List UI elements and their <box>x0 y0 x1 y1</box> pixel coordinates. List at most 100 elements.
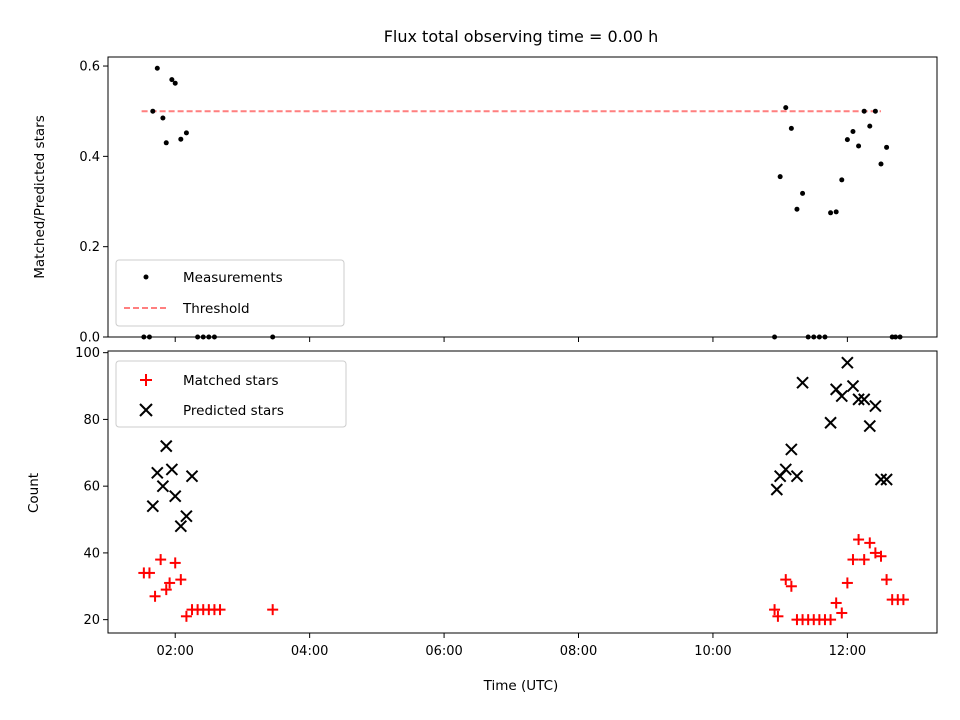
top-legend: Measurements Threshold <box>115 259 345 327</box>
matched-stars-point-17 <box>772 610 784 622</box>
p1-x-tick-label-2: 06:00 <box>425 644 462 659</box>
predicted-stars-point-13 <box>790 469 804 483</box>
measurements-point-16 <box>777 174 783 180</box>
measurements-point-0 <box>141 334 147 340</box>
matched-stars-point-16 <box>769 604 781 616</box>
predicted-stars-point-23 <box>869 399 882 413</box>
matched-stars-point-33 <box>864 537 876 549</box>
predicted-stars-point-17 <box>835 389 848 403</box>
measurements-point-12 <box>206 334 212 340</box>
p1-y-tick-label-0: 20 <box>83 613 100 628</box>
bottom-y-axis: 20 40 60 80 100 <box>75 346 108 628</box>
matched-stars-point-31 <box>853 534 865 546</box>
matched-stars-point-3 <box>155 554 167 566</box>
predicted-stars-point-7 <box>180 509 193 523</box>
predicted-stars-point-5 <box>169 489 182 503</box>
predicted-stars-point-3 <box>160 439 173 453</box>
p0-y-tick-label-0: 0.0 <box>79 331 100 346</box>
matched-stars-point-26 <box>825 614 837 626</box>
measurements-point-33 <box>872 108 878 114</box>
matched-stars-point-32 <box>858 554 870 566</box>
measurements-point-10 <box>195 334 201 340</box>
measurements-point-24 <box>822 334 828 340</box>
measurements-point-14 <box>270 334 276 340</box>
measurements-point-19 <box>794 206 800 212</box>
legend-measurements-marker <box>143 274 149 280</box>
predicted-stars-point-18 <box>841 356 854 369</box>
measurements-point-30 <box>856 143 862 149</box>
predicted-stars-point-19 <box>846 379 860 393</box>
bottom-panel: 20 40 60 80 100 02:00 04:00 06:00 08:00 10:00 12:… <box>26 346 938 694</box>
top-y-axis: 0.0 0.2 0.4 0.6 <box>79 60 108 346</box>
measurements-point-5 <box>163 140 169 146</box>
matched-stars-point-29 <box>841 577 853 589</box>
bottom-legend: Matched stars Predicted stars <box>115 360 347 428</box>
matched-stars-point-19 <box>785 580 797 592</box>
predicted-stars-point-2 <box>156 479 170 493</box>
predicted-stars-point-6 <box>174 519 188 533</box>
measurements-point-31 <box>861 108 867 114</box>
matched-stars-point-8 <box>180 610 192 622</box>
matched-stars-point-7 <box>175 574 187 586</box>
p0-y-tick-label-1: 0.2 <box>79 240 100 255</box>
measurements-point-18 <box>788 125 794 131</box>
predicted-stars-point-15 <box>824 416 837 429</box>
matched-stars-point-34 <box>869 547 881 559</box>
matched-stars-point-4 <box>160 584 172 596</box>
measurements-point-3 <box>154 65 160 71</box>
top-data-marks <box>141 65 903 340</box>
chart-title: Flux total observing time = 0.00 h <box>384 27 659 46</box>
p1-x-tick-label-4: 10:00 <box>694 644 731 659</box>
measurements-point-32 <box>867 123 873 129</box>
p1-x-tick-label-5: 12:00 <box>829 644 866 659</box>
measurements-point-7 <box>172 80 178 86</box>
p1-y-tick-label-3: 80 <box>83 413 100 428</box>
top-x-axis <box>174 337 848 342</box>
measurements-point-21 <box>805 334 811 340</box>
matched-stars-point-5 <box>164 577 176 589</box>
measurements-point-28 <box>844 137 850 143</box>
predicted-stars-point-0 <box>146 499 160 513</box>
measurements-point-13 <box>211 334 217 340</box>
bottom-y-axis-label: Count <box>26 473 42 513</box>
measurements-point-22 <box>811 334 817 340</box>
matched-stars-point-30 <box>847 554 859 566</box>
predicted-stars-point-1 <box>151 466 164 480</box>
top-legend-box <box>115 259 345 327</box>
measurements-point-4 <box>160 115 166 121</box>
matched-stars-point-36 <box>881 574 893 586</box>
measurements-point-25 <box>828 210 834 216</box>
measurements-point-35 <box>884 144 890 150</box>
predicted-stars-point-20 <box>852 393 865 406</box>
matched-stars-point-35 <box>875 550 887 562</box>
matched-stars-point-39 <box>897 594 909 606</box>
x-axis-label: Time (UTC) <box>483 678 559 694</box>
legend-matched-marker <box>140 374 152 386</box>
predicted-stars-point-12 <box>785 443 798 456</box>
measurements-point-29 <box>850 129 856 135</box>
legend-matched-label: Matched stars <box>183 373 279 389</box>
p1-y-tick-label-2: 60 <box>83 480 100 495</box>
measurements-point-37 <box>893 334 899 340</box>
measurements-point-11 <box>200 334 206 340</box>
measurements-point-17 <box>783 105 789 111</box>
matched-stars-point-27 <box>830 597 842 609</box>
measurements-point-20 <box>800 190 806 196</box>
legend-measurements-label: Measurements <box>183 270 283 286</box>
matched-stars-point-1 <box>143 567 155 579</box>
p1-y-tick-label-4: 100 <box>75 346 100 361</box>
matched-stars-point-14 <box>214 604 226 616</box>
p1-y-tick-label-1: 40 <box>83 546 100 561</box>
measurements-point-34 <box>878 161 884 167</box>
predicted-stars-point-4 <box>165 463 179 476</box>
predicted-stars-point-11 <box>779 463 792 476</box>
predicted-stars-point-9 <box>770 483 784 496</box>
predicted-stars-point-8 <box>185 469 199 483</box>
measurements-point-38 <box>897 334 903 340</box>
measurements-point-9 <box>183 130 189 136</box>
bottom-x-axis: 02:00 04:00 06:00 08:00 10:00 12:00 <box>156 633 866 659</box>
matched-stars-point-15 <box>267 604 279 616</box>
measurements-point-2 <box>150 108 156 114</box>
legend-predicted-label: Predicted stars <box>183 403 284 419</box>
